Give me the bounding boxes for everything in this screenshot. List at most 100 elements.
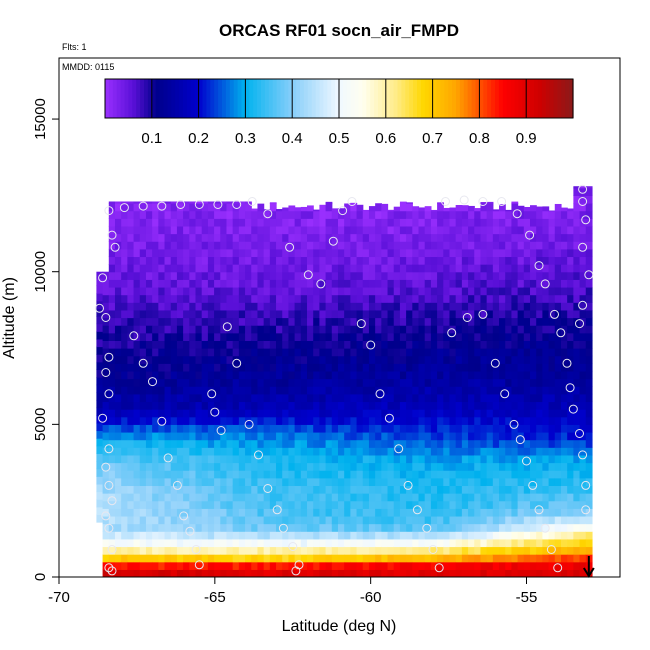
heatmap-cell: [121, 523, 128, 532]
heatmap-cell: [238, 210, 246, 219]
heatmap-cell: [455, 317, 463, 326]
heatmap-cell: [114, 508, 122, 517]
heatmap-cell: [220, 210, 228, 219]
heatmap-cell: [530, 241, 537, 250]
heatmap-cell: [300, 340, 308, 349]
heatmap-cell: [133, 348, 141, 357]
heatmap-cell: [158, 279, 166, 288]
heatmap-cell: [412, 546, 420, 555]
heatmap-cell: [325, 355, 333, 364]
heatmap-cell: [560, 462, 568, 471]
heatmap-cell: [164, 325, 172, 334]
heatmap-cell: [474, 508, 482, 517]
heatmap-cell: [548, 248, 556, 258]
heatmap-cell: [437, 409, 444, 418]
heatmap-cell: [251, 348, 259, 357]
heatmap-cell: [176, 279, 184, 288]
heatmap-cell: [226, 256, 234, 265]
heatmap-cell: [362, 554, 370, 563]
heatmap-cell: [201, 286, 209, 296]
heatmap-cell: [139, 241, 147, 250]
heatmap-cell: [387, 210, 395, 219]
heatmap-cell: [195, 554, 203, 563]
heatmap-cell: [170, 393, 178, 403]
heatmap-cell: [214, 302, 221, 311]
heatmap-cell: [145, 225, 153, 235]
heatmap-cell: [201, 523, 209, 532]
heatmap-cell: [102, 393, 110, 403]
heatmap-cell: [412, 340, 420, 349]
heatmap-cell: [406, 317, 413, 326]
heatmap-cell: [468, 271, 475, 280]
colorbar-swatch: [537, 79, 543, 118]
heatmap-cell: [269, 279, 277, 288]
heatmap-cell: [207, 340, 215, 349]
heatmap-cell: [176, 561, 184, 570]
heatmap-cell: [424, 523, 432, 532]
heatmap-cell: [214, 279, 221, 288]
heatmap-cell: [412, 523, 420, 532]
heatmap-cell: [127, 561, 135, 570]
heatmap-cell: [269, 378, 277, 387]
heatmap-cell: [468, 561, 475, 570]
heatmap-cell: [238, 393, 246, 403]
heatmap-cell: [127, 348, 135, 357]
heatmap-cell: [294, 370, 302, 380]
heatmap-cell: [214, 241, 221, 250]
heatmap-cell: [585, 210, 593, 219]
heatmap-cell: [152, 393, 159, 403]
heatmap-cell: [511, 477, 519, 487]
heatmap-cell: [368, 264, 376, 273]
heatmap-cell: [486, 332, 494, 341]
heatmap-cell: [560, 569, 568, 577]
heatmap-cell: [331, 348, 339, 357]
heatmap-cell: [573, 416, 581, 425]
heatmap-cell: [356, 447, 364, 456]
heatmap-cell: [573, 233, 581, 242]
heatmap-cell: [325, 401, 333, 410]
heatmap-cell: [307, 241, 314, 250]
heatmap-cell: [387, 523, 395, 532]
heatmap-cell: [585, 393, 593, 403]
heatmap-cell: [536, 325, 543, 334]
heatmap-cell: [387, 508, 395, 517]
heatmap-cell: [133, 569, 141, 577]
heatmap-cell: [269, 203, 277, 212]
heatmap-cell: [319, 332, 327, 341]
heatmap-cell: [170, 493, 178, 502]
heatmap-cell: [418, 462, 426, 471]
heatmap-cell: [530, 210, 537, 219]
heatmap-cell: [486, 561, 494, 570]
heatmap-cell: [437, 294, 444, 303]
heatmap-cell: [554, 203, 562, 212]
colorbar-swatch: [413, 79, 418, 118]
heatmap-cell: [232, 264, 240, 273]
heatmap-cell: [164, 401, 172, 410]
heatmap-cell: [238, 225, 246, 235]
heatmap-cell: [183, 264, 190, 273]
colorbar-swatch: [506, 79, 512, 118]
heatmap-cell: [164, 470, 172, 479]
heatmap-cell: [480, 248, 488, 258]
heatmap-cell: [121, 340, 128, 349]
heatmap-cell: [406, 241, 413, 250]
heatmap-cell: [560, 386, 568, 395]
heatmap-cell: [226, 264, 234, 273]
heatmap-cell: [226, 554, 234, 563]
heatmap-cell: [560, 523, 568, 532]
heatmap-cell: [276, 393, 283, 403]
heatmap-cell: [269, 515, 277, 525]
heatmap-cell: [375, 248, 382, 258]
heatmap-cell: [127, 477, 135, 487]
heatmap-cell: [585, 256, 593, 265]
heatmap-cell: [226, 218, 234, 227]
heatmap-cell: [195, 500, 203, 509]
heatmap-cell: [530, 205, 537, 212]
heatmap-cell: [468, 409, 475, 418]
heatmap-cell: [325, 271, 333, 280]
observation-point: [157, 201, 167, 211]
heatmap-cell: [573, 515, 581, 525]
heatmap-cell: [505, 309, 513, 319]
heatmap-cell: [337, 264, 345, 273]
heatmap-cell: [189, 302, 197, 311]
